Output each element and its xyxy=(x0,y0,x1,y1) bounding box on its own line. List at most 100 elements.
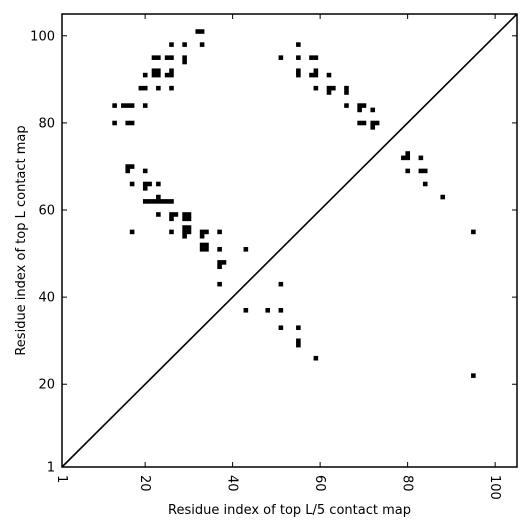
contact-point xyxy=(296,72,301,78)
contact-point xyxy=(156,194,161,200)
contact-point xyxy=(331,85,336,91)
contact-point xyxy=(195,29,201,34)
y-tick-label: 60 xyxy=(38,204,55,219)
contact-point xyxy=(471,229,476,235)
x-tick-label: 20 xyxy=(137,475,152,492)
contact-point xyxy=(243,247,249,252)
contact-point xyxy=(169,216,174,222)
contact-point xyxy=(370,107,376,113)
contact-point xyxy=(164,199,170,204)
contact-point xyxy=(156,199,161,204)
contact-point xyxy=(344,85,349,91)
contact-point xyxy=(204,247,209,252)
contact-point xyxy=(313,68,319,74)
contact-point xyxy=(199,233,205,239)
contact-point xyxy=(156,212,161,217)
contact-point xyxy=(278,308,284,313)
contact-point xyxy=(142,168,148,174)
contact-point xyxy=(129,120,135,126)
contact-point xyxy=(440,194,446,200)
contact-point xyxy=(169,199,174,204)
contact-point xyxy=(169,68,174,74)
contact-point xyxy=(173,212,179,217)
y-axis-label: Residue index of top L contact map xyxy=(14,125,29,355)
contact-point xyxy=(326,85,332,91)
contact-point xyxy=(182,59,187,65)
contact-point xyxy=(217,260,222,265)
contact-point xyxy=(344,103,349,108)
contact-point xyxy=(309,72,314,78)
contact-point xyxy=(151,72,157,78)
contact-point xyxy=(370,120,376,126)
contact-point xyxy=(156,181,161,187)
contact-point xyxy=(217,281,222,287)
contact-point xyxy=(422,168,428,174)
contact-point xyxy=(265,308,271,313)
contact-point xyxy=(169,42,174,47)
contact-point xyxy=(142,181,148,187)
contact-point xyxy=(471,373,476,378)
contact-point xyxy=(182,42,187,47)
contact-point xyxy=(125,103,131,108)
contact-point xyxy=(374,120,380,126)
x-tick-label: 60 xyxy=(312,475,327,492)
contact-point xyxy=(186,212,192,217)
contact-point xyxy=(182,225,187,230)
plot-frame xyxy=(61,13,518,468)
contact-point xyxy=(401,155,406,161)
contact-point xyxy=(199,29,205,34)
contact-point xyxy=(217,247,222,252)
contact-point xyxy=(243,308,249,313)
contact-point xyxy=(156,85,161,91)
contact-point xyxy=(313,355,319,361)
contact-point xyxy=(147,199,152,204)
diagonal-line xyxy=(61,13,518,468)
contact-point xyxy=(422,181,428,187)
x-tick-label: 1 xyxy=(54,475,69,483)
contact-point xyxy=(199,42,205,47)
contact-point xyxy=(357,120,362,126)
contact-point xyxy=(370,125,376,130)
y-tick-label: 40 xyxy=(38,291,55,306)
contact-point xyxy=(186,229,192,235)
plot-marks xyxy=(61,13,518,468)
contact-point xyxy=(169,55,174,60)
contact-point xyxy=(313,85,319,91)
contact-point xyxy=(182,229,187,235)
x-tick-label: 40 xyxy=(225,475,240,492)
contact-point xyxy=(313,55,319,60)
contact-point xyxy=(151,55,157,60)
contact-point xyxy=(405,168,411,174)
contact-point xyxy=(182,55,187,60)
contact-point xyxy=(405,155,411,161)
contact-point xyxy=(151,68,157,74)
contact-point xyxy=(418,168,424,174)
contact-point xyxy=(199,229,205,235)
contact-point xyxy=(296,325,301,331)
contact-point xyxy=(418,155,424,161)
contact-point xyxy=(169,85,174,91)
contact-point xyxy=(344,90,349,95)
contact-point xyxy=(151,199,157,204)
contact-point xyxy=(204,242,209,248)
contact-point xyxy=(186,216,192,222)
contact-point xyxy=(169,212,174,217)
contact-point xyxy=(405,151,411,156)
contact-point xyxy=(142,85,148,91)
contact-point xyxy=(186,225,192,230)
contact-point xyxy=(217,229,222,235)
contact-point xyxy=(199,242,205,248)
contact-point xyxy=(129,164,135,169)
contact-point xyxy=(357,103,362,108)
contact-point xyxy=(182,216,187,222)
contact-point xyxy=(112,120,117,126)
contact-point xyxy=(182,212,187,217)
contact-point xyxy=(313,72,319,78)
contact-point xyxy=(156,72,161,78)
contact-point xyxy=(129,229,135,235)
contact-point xyxy=(129,103,135,108)
contact-point xyxy=(142,199,148,204)
contact-point xyxy=(138,85,144,91)
contact-point xyxy=(326,72,332,78)
